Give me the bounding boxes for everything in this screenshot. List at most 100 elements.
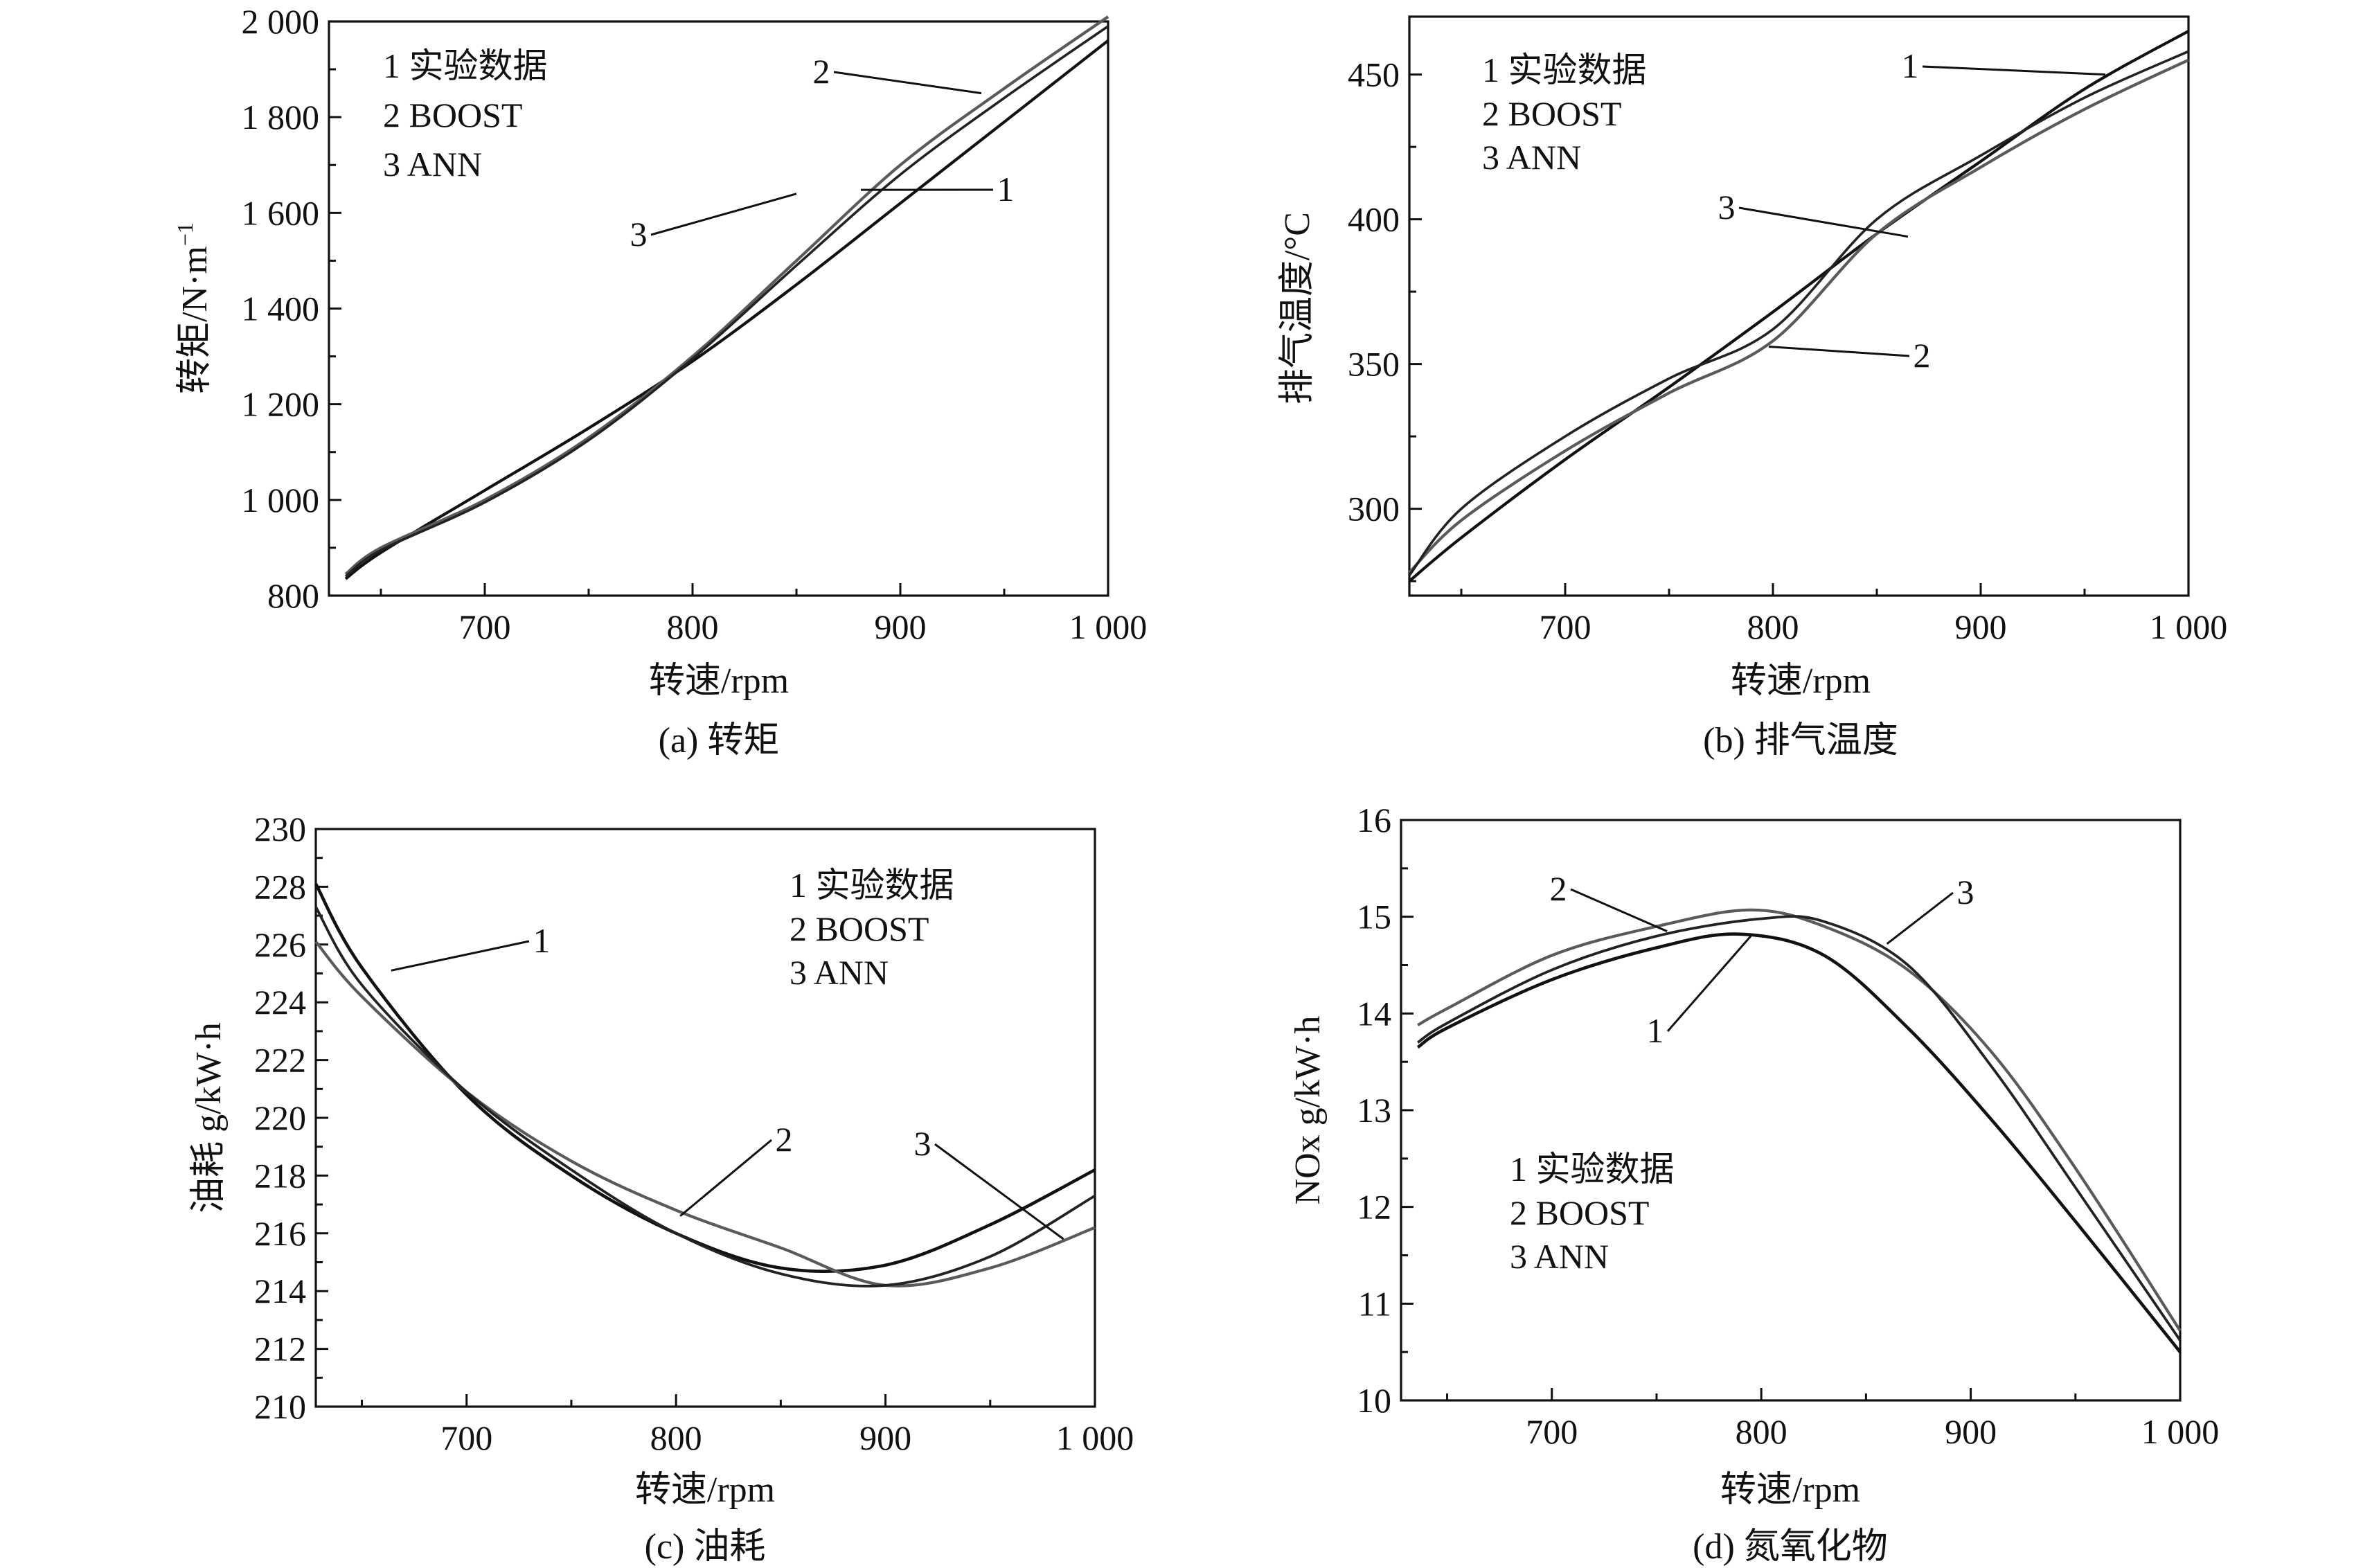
- y-tick-label: 216: [254, 1214, 306, 1253]
- legend: 1 实验数据 2 BOOST 3 ANN: [790, 866, 954, 992]
- series-line-1-experiment: [344, 39, 1109, 580]
- y-tick-label: 14: [1357, 994, 1391, 1033]
- x-tick-label: 1 000: [1069, 607, 1148, 646]
- ticks: [316, 828, 1096, 1408]
- plot-frame: [1400, 819, 2182, 1402]
- ticks: [329, 20, 1109, 597]
- y-axis-label: 转矩/N·m−1: [172, 222, 215, 394]
- panel-caption: (a) 转矩: [659, 721, 780, 760]
- callout-line-2: [833, 71, 982, 95]
- callout-line-2: [1570, 888, 1668, 932]
- series-line-2-boost: [1408, 58, 2189, 574]
- y-tick-label: 13: [1357, 1091, 1391, 1130]
- x-tick-labels: 700 800 900 1 000: [1526, 1412, 2219, 1451]
- y-tick-label: 230: [254, 810, 306, 848]
- callouts: 1 2 3: [630, 52, 1015, 253]
- callout-label-3: 3: [630, 215, 648, 253]
- x-tick-label: 700: [459, 607, 511, 646]
- panel-b-exhaust-temperature: 300 350 400 450 700 800 900 1 000 1 2 3 …: [1278, 15, 2228, 760]
- legend-item-3: 3 ANN: [1482, 138, 1581, 177]
- legend-item-2: 2 BOOST: [790, 909, 929, 948]
- series-line-3-ann: [314, 906, 1096, 1288]
- legend: 1 实验数据 2 BOOST 3 ANN: [383, 46, 548, 184]
- x-tick-labels: 700 800 900 1 000: [1540, 607, 2228, 646]
- callout-line-3: [1886, 891, 1954, 945]
- callout-label-2: 2: [813, 52, 830, 91]
- x-tick-label: 900: [859, 1418, 911, 1457]
- callout-line-2: [1768, 346, 1910, 357]
- series-line-1-experiment: [314, 883, 1096, 1273]
- y-tick-label: 2 000: [242, 2, 320, 41]
- x-tick-label: 1 000: [2150, 607, 2228, 646]
- y-tick-label: 400: [1348, 200, 1400, 239]
- legend-item-2: 2 BOOST: [1482, 94, 1621, 133]
- y-axis-label: 排气温度/°C: [1278, 212, 1317, 404]
- y-tick-label: 800: [267, 576, 319, 615]
- series-group: [314, 883, 1096, 1288]
- panel-c-fuel-consumption: 210 212 214 216 218 220 222 224 226 228 …: [189, 810, 1134, 1567]
- x-tick-label: 800: [1736, 1412, 1787, 1451]
- y-tick-label: 11: [1358, 1284, 1391, 1323]
- y-axis-label-superscript: −1: [172, 222, 197, 246]
- y-tick-label: 1 400: [242, 289, 320, 328]
- series-line-3-ann: [1417, 915, 2182, 1342]
- callouts: 1 2 3: [1718, 46, 2106, 375]
- callout-label-3: 3: [914, 1124, 931, 1163]
- y-tick-label: 1 600: [242, 193, 320, 232]
- legend-item-1: 1 实验数据: [383, 46, 548, 85]
- y-tick-label: 1 000: [242, 481, 320, 519]
- legend-item-3: 3 ANN: [1510, 1237, 1609, 1276]
- x-tick-label: 900: [875, 607, 927, 646]
- callout-line-3: [934, 1143, 1064, 1240]
- panel-d-nox-emissions: 10 11 12 13 14 15 16 700 800 900 1 000 1…: [1288, 801, 2219, 1567]
- y-tick-labels: 10 11 12 13 14 15 16: [1357, 801, 1391, 1420]
- y-tick-label: 300: [1348, 490, 1400, 528]
- series-line-2-boost: [314, 941, 1096, 1288]
- plot-frame: [314, 828, 1096, 1408]
- y-tick-label: 16: [1357, 801, 1391, 839]
- y-tick-label: 228: [254, 867, 306, 906]
- x-tick-label: 1 000: [2141, 1412, 2220, 1451]
- legend-item-3: 3 ANN: [790, 953, 889, 992]
- series-group: [344, 15, 1109, 580]
- callout-line-2: [679, 1139, 772, 1217]
- y-tick-label: 212: [254, 1330, 306, 1369]
- series-line-2-boost: [344, 15, 1109, 576]
- y-tick-label: 214: [254, 1272, 306, 1310]
- y-tick-label: 224: [254, 983, 306, 1022]
- y-tick-label: 218: [254, 1156, 306, 1195]
- x-tick-label: 1 000: [1056, 1418, 1134, 1457]
- callout-label-2: 2: [1550, 869, 1567, 908]
- y-tick-label: 220: [254, 1098, 306, 1137]
- y-tick-label: 210: [254, 1387, 306, 1426]
- legend-item-3: 3 ANN: [383, 145, 482, 184]
- callout-label-1: 1: [997, 170, 1015, 208]
- y-tick-label: 226: [254, 925, 306, 964]
- callout-label-1: 1: [533, 921, 551, 960]
- callout-line-3: [650, 193, 797, 236]
- panel-caption: (d) 氮氧化物: [1693, 1527, 1888, 1567]
- callout-label-1: 1: [1647, 1011, 1664, 1050]
- x-tick-label: 900: [1955, 607, 2007, 646]
- callout-line-3: [1738, 206, 1909, 238]
- y-axis-label: NOx g/kW·h: [1288, 1016, 1328, 1205]
- y-tick-labels: 800 1 000 1 200 1 400 1 600 1 800 2 000: [242, 2, 320, 615]
- legend: 1 实验数据 2 BOOST 3 ANN: [1482, 51, 1647, 177]
- y-tick-labels: 300 350 400 450: [1348, 55, 1400, 528]
- x-axis-label: 转速/rpm: [1720, 1470, 1860, 1510]
- callout-label-3: 3: [1718, 188, 1736, 226]
- panel-a-torque: 800 1 000 1 200 1 400 1 600 1 800 2 000 …: [172, 2, 1147, 760]
- series-group: [1416, 908, 2182, 1353]
- series-line-1-experiment: [1408, 30, 2190, 582]
- legend: 1 实验数据 2 BOOST 3 ANN: [1510, 1150, 1675, 1276]
- x-tick-label: 900: [1945, 1412, 1997, 1451]
- y-tick-label: 10: [1357, 1381, 1391, 1420]
- legend-item-1: 1 实验数据: [1482, 51, 1647, 89]
- series-line-3-ann: [344, 25, 1109, 578]
- legend-item-1: 1 实验数据: [790, 866, 954, 905]
- x-axis-label: 转速/rpm: [1731, 661, 1871, 701]
- y-tick-label: 1 800: [242, 98, 320, 136]
- x-tick-label: 700: [1540, 607, 1591, 646]
- series-group: [1408, 30, 2190, 582]
